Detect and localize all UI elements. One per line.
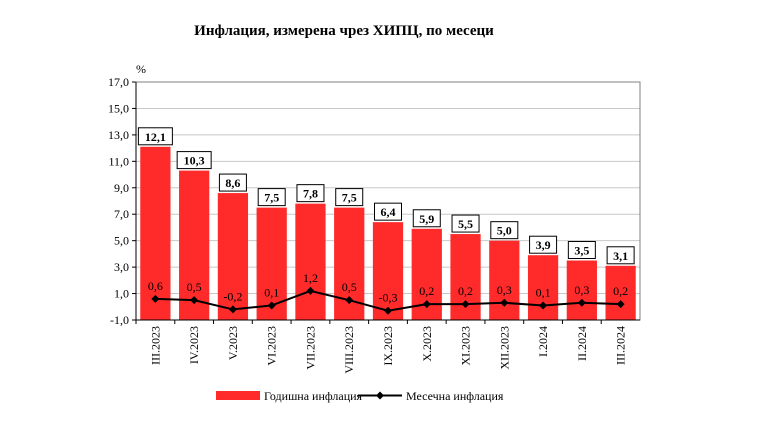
- point-monthly-inflation: [151, 294, 160, 303]
- monthly-value-label: -0,2: [223, 289, 242, 303]
- bar-label-box: [137, 127, 173, 146]
- bar-annual-inflation: [295, 203, 326, 320]
- bar-annual-inflation: [140, 146, 171, 320]
- bar-label-box: [451, 214, 480, 233]
- x-category-label: XII.2023: [497, 326, 511, 370]
- bar-value-label: 5,5: [458, 217, 473, 231]
- y-axis-unit: %: [136, 62, 146, 76]
- bar-annual-inflation: [372, 222, 404, 320]
- monthly-value-label: 0,5: [187, 280, 202, 294]
- point-monthly-inflation: [267, 301, 276, 310]
- point-monthly-inflation: [228, 305, 237, 314]
- bar-label-box: [176, 151, 212, 170]
- bar-value-label: 5,0: [497, 224, 512, 238]
- bar-label-box: [335, 188, 364, 207]
- bar-label-box: [374, 202, 402, 221]
- bar-value-label: 7,8: [303, 187, 318, 201]
- bar-label-box: [490, 221, 519, 240]
- y-tick-label: 1,0: [114, 287, 129, 301]
- monthly-line: [151, 286, 625, 315]
- bar-value-label: 7,5: [264, 191, 279, 205]
- x-category-label: IV.2023: [187, 326, 201, 364]
- x-category-label: VII.2023: [303, 326, 317, 370]
- legend-swatch-annual: [216, 391, 260, 400]
- point-monthly-inflation: [190, 296, 199, 305]
- y-tick-label: 5,0: [114, 234, 129, 248]
- point-monthly-inflation: [500, 298, 509, 307]
- monthly-value-label: 0,5: [342, 280, 357, 294]
- x-category-label: II.2024: [575, 326, 589, 361]
- bar-annual-inflation: [217, 193, 249, 320]
- x-category-label: I.2024: [536, 326, 550, 357]
- chart-title: Инфлация, измерена чрез ХИПЦ, по месеци: [194, 23, 494, 39]
- monthly-value-label: 0,3: [574, 283, 589, 297]
- monthly-value-label: 0,6: [148, 279, 163, 293]
- bar-value-label: 12,1: [145, 130, 166, 144]
- legend-label-monthly: Месечна инфлация: [406, 389, 504, 403]
- y-tick-label: -1,0: [110, 313, 129, 327]
- bar-label-box: [412, 209, 441, 228]
- y-tick-label: 17,0: [108, 75, 129, 89]
- monthly-value-label: 1,2: [303, 271, 318, 285]
- axes: -1,0 1,0 3,0 5,0 7,0 9,0 11,0 13,0 15,0 17,0: [108, 75, 641, 327]
- legend-label-annual: Годишна инфлация: [264, 389, 363, 403]
- bar-annual-inflation: [605, 265, 636, 320]
- legend: Годишна инфлация Месечна инфлация: [216, 389, 504, 403]
- point-monthly-inflation: [461, 300, 470, 309]
- bar-label-box: [606, 246, 635, 265]
- y-tick-label: 11,0: [108, 154, 129, 168]
- bar-annual-inflation: [489, 240, 520, 320]
- bar-annual-inflation: [566, 260, 597, 320]
- monthly-value-label: 0,2: [419, 284, 434, 298]
- monthly-value-label: 0,1: [264, 285, 279, 299]
- bar-label-box: [567, 241, 596, 259]
- monthly-value-label: -0,3: [379, 291, 398, 305]
- bar-label-box: [257, 188, 286, 207]
- point-monthly-inflation: [422, 300, 431, 309]
- bar-value-label: 3,1: [613, 249, 628, 263]
- bar-value-label: 7,5: [342, 191, 357, 205]
- bar-value-label: 6,4: [381, 205, 396, 219]
- point-monthly-inflation: [345, 296, 354, 305]
- legend-swatch-monthly-marker: [376, 391, 384, 400]
- x-category-label: X.2023: [420, 326, 434, 362]
- bar-label-box: [296, 184, 325, 203]
- bar-value-label: 3,9: [536, 238, 551, 252]
- bar-value-label: 5,9: [419, 212, 434, 226]
- monthly-value-label: 0,1: [536, 285, 551, 299]
- x-category-label: VIII.2023: [342, 326, 356, 374]
- bar-value-label: 8,6: [225, 176, 240, 190]
- bar-value-label: 10,3: [184, 154, 205, 168]
- point-monthly-inflation: [616, 300, 625, 309]
- point-monthly-inflation: [306, 286, 315, 295]
- y-tick-label: 7,0: [114, 207, 129, 221]
- y-tick-label: 13,0: [108, 128, 129, 142]
- data-labels: 12,1 0,6 10,3 0,5 8,6 -0,2 7,5 0,1 7,8 1,2 7,5 0,5 6…: [137, 127, 635, 305]
- point-monthly-inflation: [384, 306, 392, 315]
- x-category-label: VI.2023: [265, 326, 279, 366]
- monthly-value-label: 0,2: [458, 284, 473, 298]
- y-tick-label: 15,0: [108, 101, 129, 115]
- monthly-value-label: 0,3: [497, 283, 512, 297]
- y-tick-label: 9,0: [114, 181, 129, 195]
- x-axis-labels: III.2023 IV.2023 V.2023 VI.2023 VII.2023 VIII…: [148, 326, 627, 374]
- bar-value-label: 3,5: [574, 244, 589, 258]
- x-category-label: III.2024: [614, 326, 628, 365]
- bar-annual-inflation: [179, 170, 210, 320]
- monthly-value-label: 0,2: [613, 284, 628, 298]
- bar-label-box: [218, 173, 247, 192]
- point-monthly-inflation: [539, 301, 548, 310]
- x-category-label: XI.2023: [459, 326, 473, 366]
- x-category-label: V.2023: [226, 326, 240, 360]
- x-category-label: IX.2023: [381, 326, 395, 366]
- bar-label-box: [529, 235, 558, 254]
- x-category-label: III.2023: [148, 326, 162, 365]
- y-tick-label: 3,0: [114, 260, 129, 274]
- point-monthly-inflation: [577, 298, 586, 307]
